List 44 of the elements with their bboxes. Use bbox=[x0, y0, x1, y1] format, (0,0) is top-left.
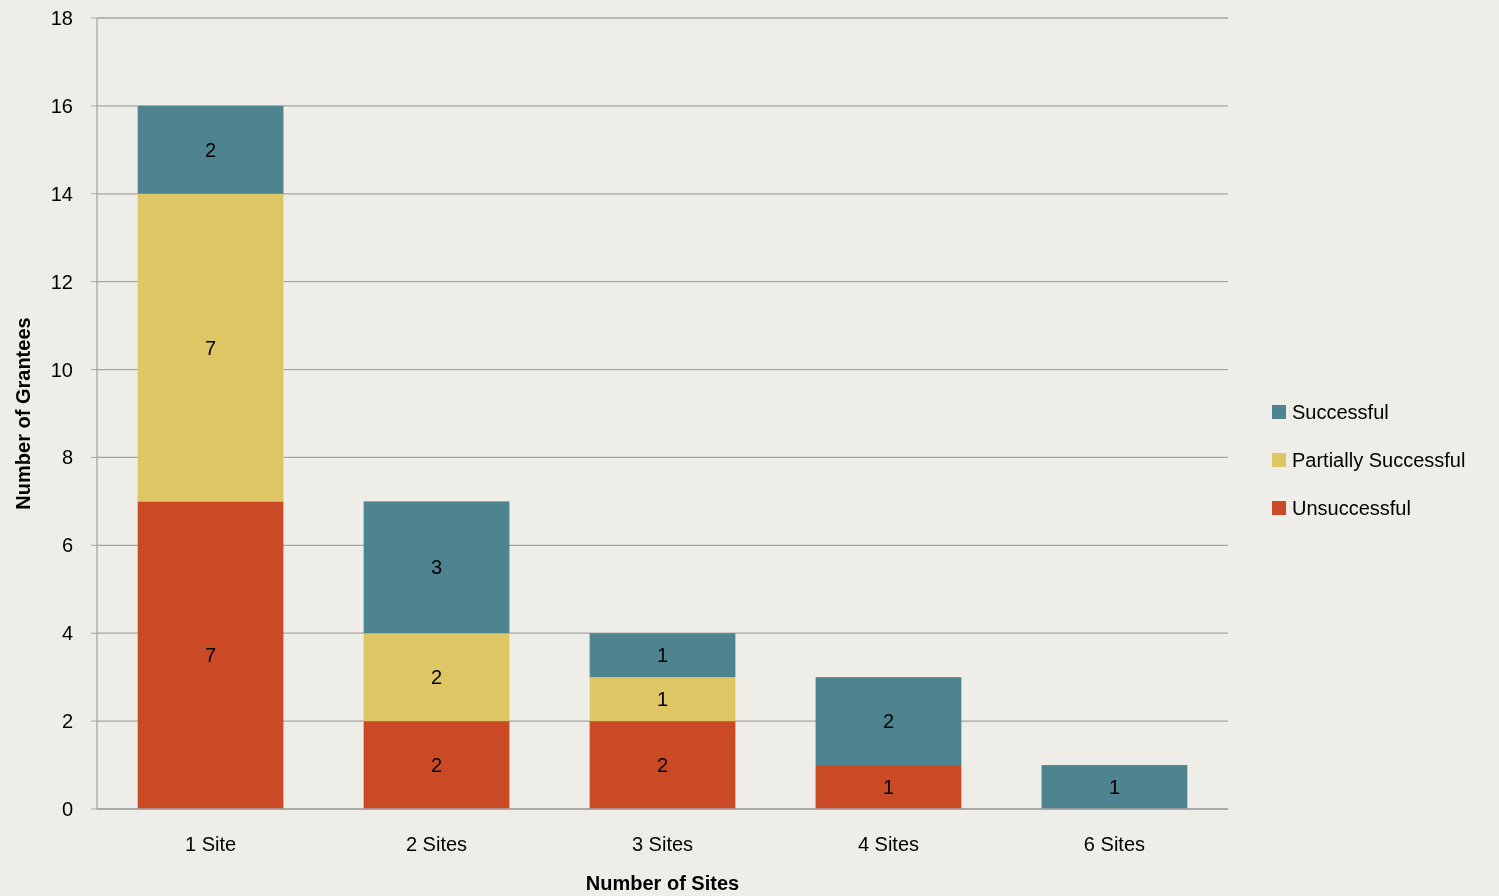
legend-label: Unsuccessful bbox=[1292, 497, 1411, 519]
y-tick-label: 12 bbox=[50, 270, 73, 293]
legend-label: Partially Successful bbox=[1292, 449, 1466, 471]
data-label: 1 bbox=[1108, 776, 1121, 799]
x-tick-label: 2 Sites bbox=[405, 833, 468, 855]
y-tick-label: 8 bbox=[61, 446, 73, 469]
y-tick-label: 14 bbox=[50, 182, 73, 205]
data-label: 2 bbox=[430, 754, 443, 777]
data-label: 2 bbox=[882, 710, 895, 733]
data-label: 1 bbox=[882, 776, 895, 799]
y-tick-label: 2 bbox=[61, 710, 73, 733]
bar bbox=[137, 501, 284, 809]
bar bbox=[589, 677, 736, 722]
y-tick-label: 4 bbox=[61, 622, 73, 645]
bar bbox=[815, 765, 962, 809]
data-label: 1 bbox=[656, 644, 669, 667]
legend-label: Successful bbox=[1292, 401, 1389, 423]
x-tick-label: 3 Sites bbox=[631, 833, 694, 855]
data-label: 1 bbox=[656, 688, 669, 711]
x-tick-label: 1 Site bbox=[184, 833, 237, 855]
bar bbox=[815, 677, 962, 766]
data-label: 7 bbox=[204, 336, 217, 359]
bar bbox=[137, 105, 284, 194]
data-label: 3 bbox=[430, 556, 443, 579]
y-axis-title: Number of Grantees bbox=[12, 317, 34, 510]
bar bbox=[363, 501, 510, 634]
data-label: 2 bbox=[656, 754, 669, 777]
y-tick-label: 0 bbox=[61, 798, 73, 820]
y-tick-label: 16 bbox=[50, 94, 73, 117]
bar bbox=[363, 633, 510, 722]
y-tick-label: 18 bbox=[50, 7, 73, 29]
x-tick-label: 4 Sites bbox=[857, 833, 920, 855]
data-label: 2 bbox=[430, 666, 443, 689]
bar bbox=[1041, 765, 1188, 809]
bar bbox=[589, 721, 736, 809]
x-axis-title: Number of Sites bbox=[585, 872, 740, 894]
data-label: 7 bbox=[204, 644, 217, 667]
bar bbox=[137, 193, 284, 502]
y-tick-label: 10 bbox=[50, 358, 73, 381]
data-label: 2 bbox=[204, 138, 217, 161]
x-tick-label: 6 Sites bbox=[1083, 833, 1146, 855]
bar bbox=[589, 633, 736, 678]
bar bbox=[363, 721, 510, 809]
y-tick-label: 6 bbox=[61, 534, 73, 557]
